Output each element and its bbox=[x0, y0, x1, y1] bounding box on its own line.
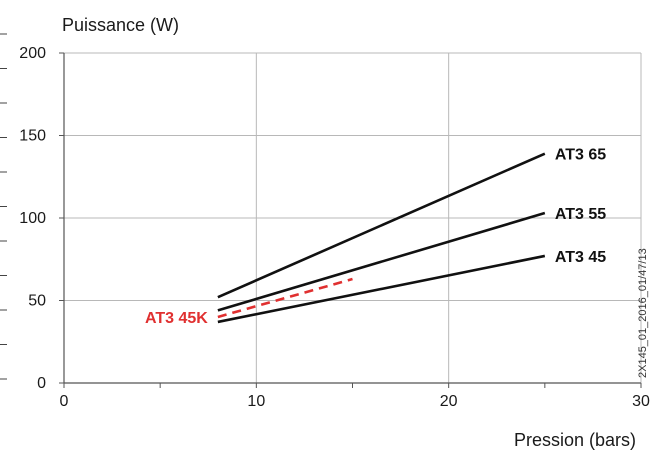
y-tick-label: 100 bbox=[19, 210, 46, 227]
series-line-at3-45 bbox=[217, 254, 546, 324]
series-label: AT3 55 bbox=[555, 206, 606, 223]
series-line-at3-65 bbox=[217, 152, 546, 299]
tick-labels: 0 10 20 30 0 50 100 150 200 bbox=[19, 45, 650, 410]
grid-lines bbox=[64, 52, 642, 383]
series-label: AT3 65 bbox=[555, 147, 606, 164]
x-tick-label: 20 bbox=[440, 393, 458, 410]
side-code-text: 2X145_01_2016_01/47/13 bbox=[637, 248, 649, 378]
x-axis-title: Pression (bars) bbox=[514, 430, 636, 450]
series-label: AT3 45K bbox=[145, 310, 208, 327]
y-axis-title: Puissance (W) bbox=[62, 15, 179, 35]
series-label: AT3 45 bbox=[555, 249, 606, 266]
axes bbox=[59, 52, 642, 388]
series-line-at3-45k bbox=[217, 277, 353, 319]
y-tick-label: 150 bbox=[19, 128, 46, 145]
x-tick-label: 30 bbox=[632, 393, 650, 410]
y-tick-label: 0 bbox=[37, 375, 46, 392]
y-tick-label: 50 bbox=[28, 293, 46, 310]
series-labels: AT3 65 AT3 55 AT3 45 AT3 45K bbox=[145, 147, 606, 327]
left-edge-marks bbox=[0, 33, 7, 380]
y-tick-label: 200 bbox=[19, 45, 46, 62]
x-tick-label: 0 bbox=[60, 393, 69, 410]
x-tick-label: 10 bbox=[247, 393, 265, 410]
series-line-at3-55 bbox=[217, 211, 546, 312]
series-lines bbox=[217, 152, 546, 324]
